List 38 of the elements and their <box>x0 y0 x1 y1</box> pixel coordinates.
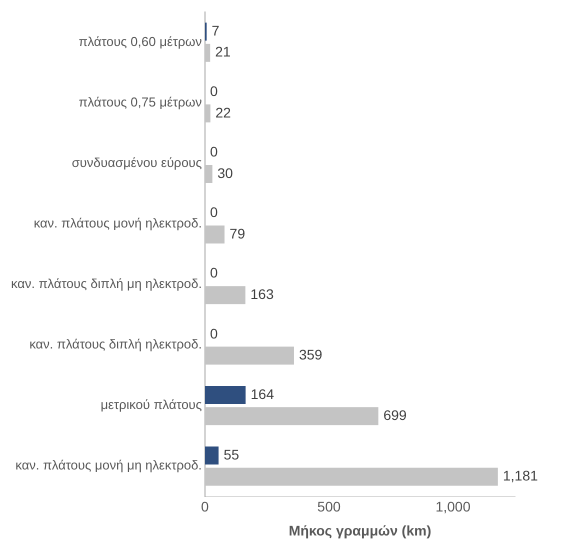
y-tick-label: καν. πλάτους μονή ηλεκτροδ. <box>34 216 202 231</box>
data-label: 55 <box>224 446 240 462</box>
data-label: 0 <box>210 325 218 342</box>
data-label: 359 <box>298 346 323 362</box>
data-label: 163 <box>250 286 274 302</box>
y-tick-label: καν. πλάτους διπλή μη ηλεκτροδ. <box>11 276 202 292</box>
data-label: 30 <box>217 164 234 181</box>
x-tick-label: 0 <box>201 498 210 515</box>
data-label: 164 <box>250 386 274 402</box>
y-tick-label: καν. πλάτους διπλή ηλεκτροδ. <box>29 336 202 352</box>
bar <box>204 226 225 244</box>
data-label: 7 <box>212 22 220 39</box>
data-label: 0 <box>210 144 218 160</box>
bar <box>204 286 246 304</box>
x-axis-title: Μήκος γραμμών (km) <box>288 522 432 538</box>
bar <box>204 407 378 426</box>
y-tick-label: συνδυασμένου εύρους <box>72 154 202 170</box>
y-tick-label: πλάτους 0,60 μέτρων <box>78 34 202 49</box>
y-tick-label: μετρικού πλάτους <box>100 397 202 412</box>
bar <box>204 386 246 404</box>
x-tick-label: 500 <box>317 498 341 515</box>
bar <box>204 446 219 465</box>
data-label: 0 <box>210 83 218 100</box>
bar <box>204 104 210 122</box>
data-label: 21 <box>215 44 231 60</box>
bar <box>204 164 212 183</box>
data-label: 22 <box>215 104 232 120</box>
bar <box>204 468 498 486</box>
bar <box>204 346 294 365</box>
data-label: 0 <box>210 264 218 281</box>
data-label: 1,181 <box>502 468 538 484</box>
data-label: 0 <box>210 204 218 220</box>
y-tick-label: πλάτους 0,75 μέτρων <box>78 94 202 110</box>
bar <box>204 44 210 62</box>
y-tick-label: καν. πλάτους μονή μη ηλεκτροδ. <box>15 458 202 473</box>
x-tick-label: 1,000 <box>435 498 471 515</box>
data-label: 79 <box>230 225 246 242</box>
data-label: 699 <box>383 407 407 424</box>
